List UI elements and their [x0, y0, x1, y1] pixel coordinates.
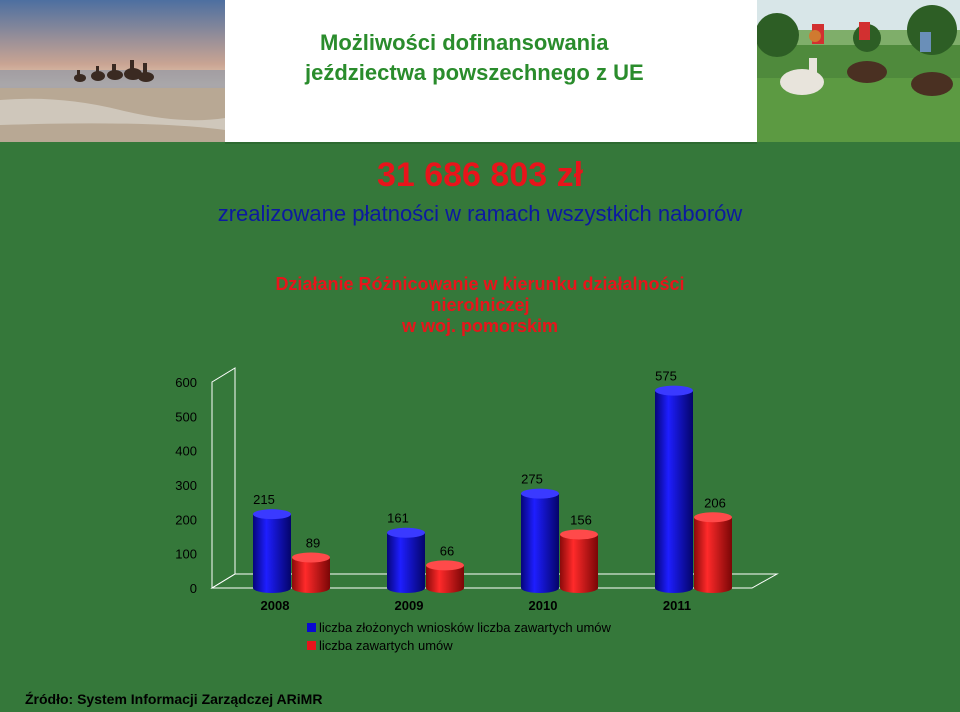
data-label: 156 — [570, 512, 592, 527]
chart-side-wall — [211, 367, 236, 589]
bar-top — [655, 385, 693, 396]
x-tick-label: 2009 — [395, 598, 424, 613]
bar — [253, 514, 291, 593]
bar — [387, 532, 425, 593]
legend-swatch-blue — [307, 623, 316, 632]
y-tick-label: 300 — [175, 478, 197, 493]
data-label: 215 — [253, 492, 275, 507]
bar — [292, 557, 330, 593]
chart-title-line3: w woj. pomorskim — [401, 316, 559, 336]
bar — [655, 390, 693, 593]
beach-riders-photo — [0, 0, 225, 142]
bar-top — [253, 509, 291, 520]
data-label: 206 — [704, 495, 726, 510]
amount-description: zrealizowane płatności w ramach wszystki… — [217, 201, 743, 226]
title-box: Możliwości dofinansowania jeździectwa po… — [225, 0, 757, 144]
y-tick-label: 500 — [175, 409, 197, 424]
bar-top — [387, 527, 425, 538]
bar-top — [694, 512, 732, 523]
legend-label-series-2: liczba zawartych umów — [319, 638, 453, 653]
legend-item-series-1: liczba złożonych wniosków liczba zawarty… — [307, 620, 611, 635]
data-label: 161 — [387, 511, 409, 526]
data-label: 66 — [440, 543, 454, 558]
y-tick-label: 600 — [175, 375, 197, 390]
bar-top — [560, 529, 598, 540]
y-tick-label: 200 — [175, 512, 197, 527]
bar — [521, 493, 559, 593]
bar — [694, 517, 732, 593]
x-tick-label: 2008 — [261, 598, 290, 613]
total-amount: 31 686 803 zł — [376, 156, 584, 194]
x-tick-label: 2010 — [529, 598, 558, 613]
legend-item-series-2: liczba zawartych umów — [307, 638, 453, 653]
bar-chart: 0 100 200 300 400 500 600 215 89 2008 161 66 2009 275… — [175, 367, 779, 613]
bar-top — [521, 488, 559, 499]
bar-top — [426, 560, 464, 571]
y-tick-label: 400 — [175, 444, 197, 459]
bar-top — [292, 552, 330, 563]
legend-swatch-red — [307, 641, 316, 650]
y-tick-label: 100 — [175, 547, 197, 562]
chart-title: Działanie Różnicowanie w kierunku działa… — [225, 274, 735, 337]
field-riders-photo — [757, 0, 960, 142]
chart-title-line1: Działanie Różnicowanie w kierunku działa… — [275, 274, 685, 294]
data-label: 575 — [655, 369, 677, 384]
chart-title-line2: nierolniczej — [430, 295, 530, 315]
data-label: 89 — [306, 535, 320, 550]
page-title-line2: jeździectwa powszechnego z UE — [305, 60, 644, 85]
source-note: Źródło: System Informacji Zarządczej ARi… — [25, 691, 323, 707]
data-label: 275 — [521, 472, 543, 487]
x-tick-label: 2011 — [663, 598, 691, 613]
legend-label-series-1: liczba złożonych wniosków liczba zawarty… — [319, 620, 611, 635]
bar — [560, 534, 598, 593]
y-tick-label: 0 — [190, 581, 197, 596]
bar — [426, 565, 464, 593]
page-title-line1: Możliwości dofinansowania — [320, 30, 609, 55]
